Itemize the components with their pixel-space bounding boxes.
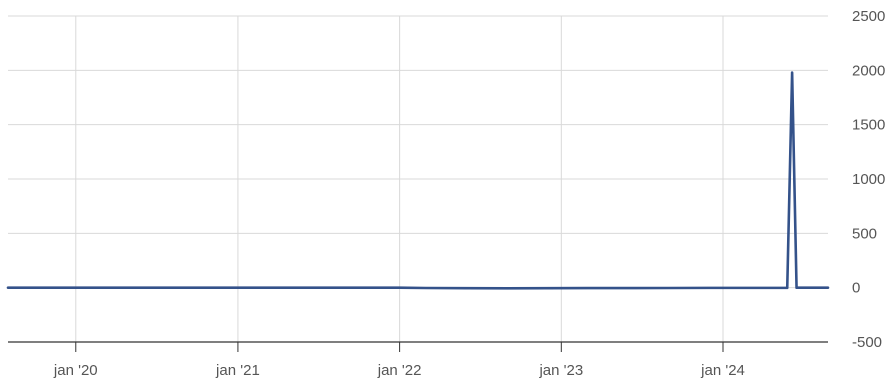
x-tick-label: jan '21 — [215, 362, 260, 379]
y-tick-label: 2000 — [852, 62, 885, 79]
y-tick-label: 1000 — [852, 171, 885, 188]
x-tick-label: jan '23 — [538, 362, 583, 379]
axis-layer — [8, 342, 828, 352]
y-tick-label: 0 — [852, 280, 860, 297]
x-tick-label: jan '24 — [700, 362, 745, 379]
y-tick-label: 500 — [852, 225, 877, 242]
y-tick-label: 2500 — [852, 8, 885, 25]
x-tick-label: jan '22 — [377, 362, 422, 379]
series-layer — [8, 73, 828, 289]
grid-layer — [8, 16, 828, 342]
x-tick-label: jan '20 — [53, 362, 98, 379]
tick-label-layer: 2500 2000 1500 1000 500 0 -500 jan '20 jan '21 ja… — [53, 8, 885, 379]
series-line — [8, 73, 828, 289]
y-tick-label: -500 — [852, 334, 882, 351]
y-tick-label: 1500 — [852, 117, 885, 134]
